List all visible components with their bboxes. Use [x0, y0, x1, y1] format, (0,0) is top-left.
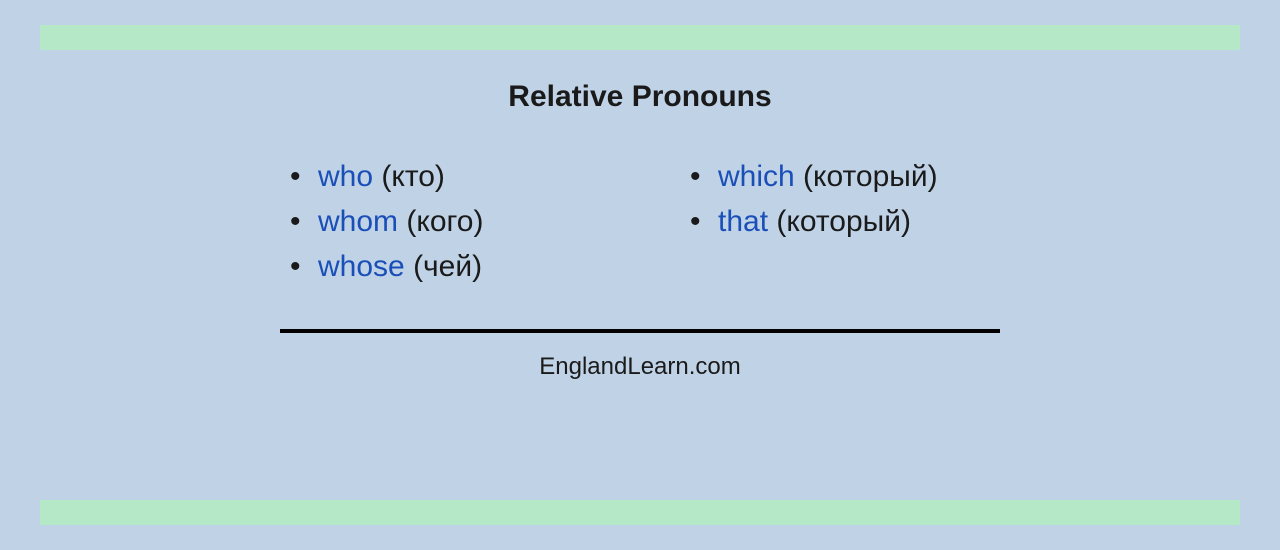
list-item: that (который) [690, 199, 990, 244]
main-content: Relative Pronouns who (кто) whom (кого) … [0, 80, 1280, 381]
translation-text: (который) [803, 160, 938, 193]
pronoun-word: who [318, 160, 373, 193]
pronoun-word: whose [318, 250, 405, 283]
pronoun-word: which [718, 160, 795, 193]
bottom-accent-bar [40, 500, 1240, 525]
pronoun-word: that [718, 205, 768, 238]
right-column: which (который) that (который) [690, 154, 990, 289]
list-item: whose (чей) [290, 244, 590, 289]
page-title: Relative Pronouns [0, 80, 1280, 114]
horizontal-divider [280, 329, 1000, 333]
pronoun-columns: who (кто) whom (кого) whose (чей) which … [0, 154, 1280, 289]
left-column: who (кто) whom (кого) whose (чей) [290, 154, 590, 289]
translation-text: (который) [776, 205, 911, 238]
translation-text: (чей) [413, 250, 482, 283]
translation-text: (кто) [381, 160, 445, 193]
pronoun-word: whom [318, 205, 398, 238]
top-accent-bar [40, 25, 1240, 50]
list-item: whom (кого) [290, 199, 590, 244]
list-item: who (кто) [290, 154, 590, 199]
footer-text: EnglandLearn.com [0, 353, 1280, 381]
translation-text: (кого) [406, 205, 483, 238]
list-item: which (который) [690, 154, 990, 199]
